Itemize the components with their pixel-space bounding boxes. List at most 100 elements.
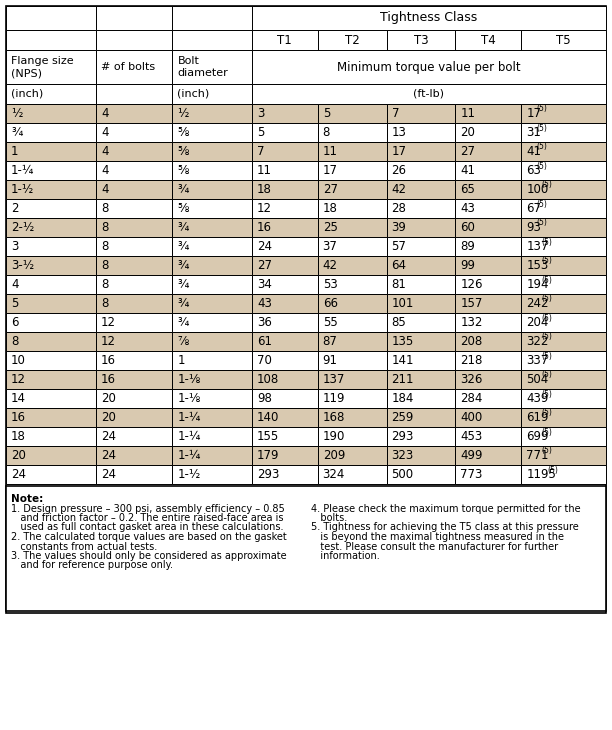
Text: 4: 4: [101, 164, 108, 177]
Bar: [96, 84, 173, 104]
Bar: [96, 389, 173, 408]
Text: 323: 323: [392, 449, 414, 462]
Text: ¾: ¾: [177, 259, 189, 272]
Bar: [173, 275, 252, 294]
Bar: [252, 199, 318, 218]
Text: 2. The calculated torque values are based on the gasket: 2. The calculated torque values are base…: [11, 532, 287, 542]
Bar: [96, 313, 173, 332]
Bar: [173, 332, 252, 351]
Text: 55: 55: [323, 316, 337, 329]
Bar: [521, 313, 606, 332]
Bar: [6, 313, 96, 332]
Text: 293: 293: [392, 430, 414, 443]
Text: 179: 179: [257, 449, 280, 462]
Bar: [521, 446, 606, 465]
Bar: [173, 294, 252, 313]
Bar: [6, 427, 96, 446]
Text: (5): (5): [537, 218, 548, 228]
Text: test. Please consult the manufacturer for further: test. Please consult the manufacturer fo…: [311, 542, 558, 551]
Bar: [318, 427, 387, 446]
Text: 5. Tightness for achieving the T5 class at this pressure: 5. Tightness for achieving the T5 class …: [311, 523, 579, 532]
Bar: [252, 256, 318, 275]
Bar: [521, 142, 606, 161]
Bar: [6, 142, 96, 161]
Text: T5: T5: [556, 34, 571, 47]
Bar: [96, 30, 173, 50]
Bar: [387, 123, 455, 142]
Bar: [96, 50, 173, 84]
Text: 25: 25: [323, 221, 338, 234]
Bar: [252, 446, 318, 465]
Text: 322: 322: [526, 335, 548, 348]
Bar: [455, 313, 521, 332]
Bar: [318, 332, 387, 351]
Text: 2-½: 2-½: [11, 221, 34, 234]
Bar: [252, 50, 606, 84]
Bar: [6, 50, 96, 84]
Text: 10: 10: [11, 354, 26, 367]
Text: (inch): (inch): [177, 89, 210, 99]
Text: 190: 190: [323, 430, 345, 443]
Text: 1-¼: 1-¼: [177, 449, 201, 462]
Text: 11: 11: [460, 107, 476, 120]
Text: 67: 67: [526, 202, 541, 215]
Bar: [455, 427, 521, 446]
Bar: [455, 218, 521, 237]
Bar: [252, 465, 318, 484]
Text: 8: 8: [101, 221, 108, 234]
Text: (5): (5): [542, 294, 553, 304]
Bar: [387, 218, 455, 237]
Text: (ft-lb): (ft-lb): [414, 89, 444, 99]
Bar: [252, 408, 318, 427]
Text: 4: 4: [101, 145, 108, 158]
Text: 89: 89: [460, 240, 476, 253]
Bar: [455, 199, 521, 218]
Text: constants from actual tests.: constants from actual tests.: [11, 542, 157, 551]
Bar: [252, 104, 318, 123]
Text: 1-¼: 1-¼: [177, 430, 201, 443]
Text: 37: 37: [323, 240, 338, 253]
Bar: [387, 389, 455, 408]
Bar: [173, 256, 252, 275]
Text: 27: 27: [323, 183, 338, 196]
Bar: [521, 389, 606, 408]
Bar: [6, 332, 96, 351]
Text: 155: 155: [257, 430, 279, 443]
Text: (5): (5): [542, 352, 553, 361]
Bar: [6, 30, 96, 50]
Bar: [318, 237, 387, 256]
Text: information.: information.: [311, 551, 380, 561]
Text: 4: 4: [101, 107, 108, 120]
Bar: [455, 332, 521, 351]
Text: (5): (5): [542, 409, 553, 418]
Text: 3: 3: [11, 240, 18, 253]
Text: (5): (5): [542, 332, 553, 342]
Bar: [6, 486, 606, 611]
Bar: [6, 6, 96, 30]
Bar: [6, 351, 96, 370]
Text: 11: 11: [257, 164, 272, 177]
Text: (5): (5): [542, 428, 553, 437]
Text: 87: 87: [323, 335, 338, 348]
Text: 7: 7: [392, 107, 399, 120]
Text: 8: 8: [101, 240, 108, 253]
Bar: [318, 199, 387, 218]
Text: 101: 101: [392, 297, 414, 310]
Text: 119: 119: [323, 392, 345, 405]
Text: 4: 4: [101, 183, 108, 196]
Bar: [252, 161, 318, 180]
Text: 93: 93: [526, 221, 541, 234]
Bar: [252, 84, 606, 104]
Bar: [387, 275, 455, 294]
Text: (5): (5): [542, 256, 553, 266]
Bar: [173, 142, 252, 161]
Bar: [173, 313, 252, 332]
Bar: [387, 370, 455, 389]
Bar: [96, 199, 173, 218]
Text: 140: 140: [257, 411, 279, 424]
Bar: [387, 142, 455, 161]
Text: Flange size
(NPS): Flange size (NPS): [11, 55, 73, 78]
Bar: [521, 332, 606, 351]
Bar: [96, 6, 173, 30]
Text: 504: 504: [526, 373, 548, 386]
